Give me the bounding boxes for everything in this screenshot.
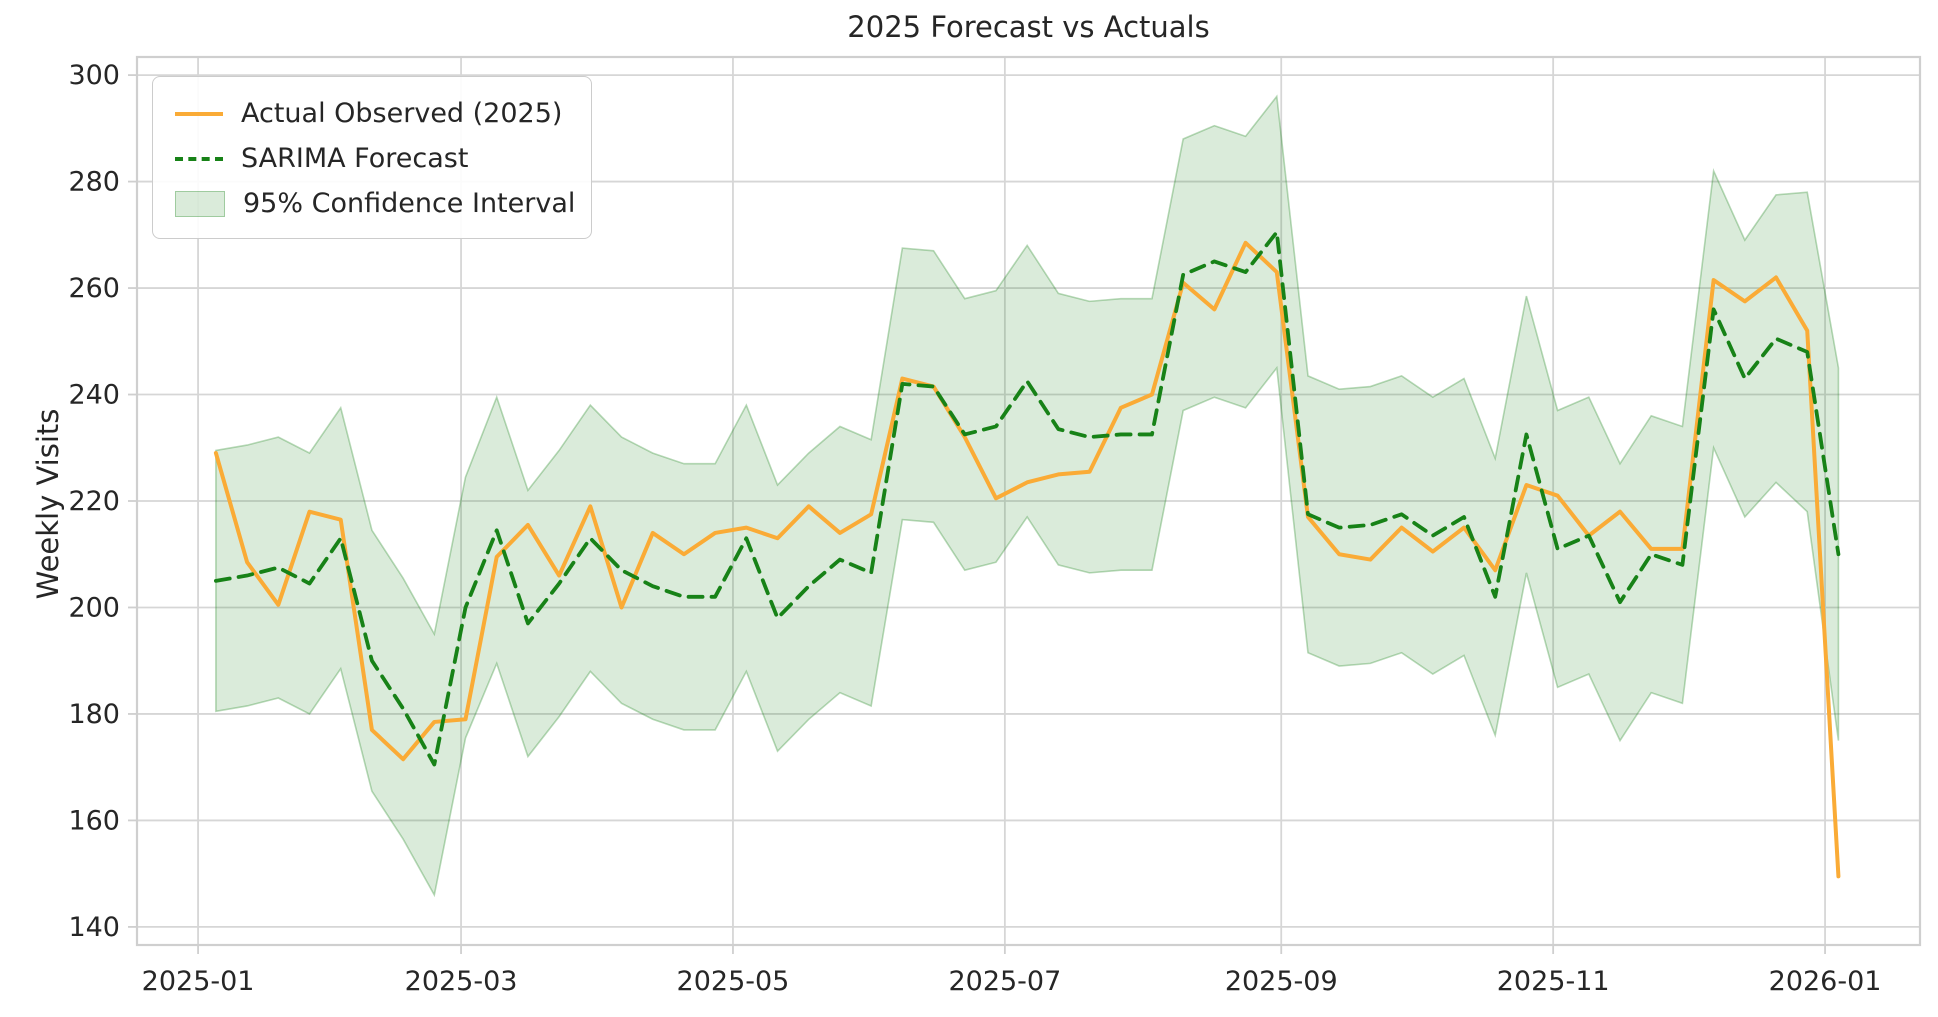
chart-title: 2025 Forecast vs Actuals xyxy=(847,10,1210,44)
actual-line-swatch xyxy=(175,111,223,116)
y-tick-label: 200 xyxy=(68,592,120,623)
plot-border xyxy=(135,55,1922,947)
chart-legend: Actual Observed (2025) SARIMA Forecast 9… xyxy=(152,76,592,239)
forecast-line-swatch xyxy=(175,156,223,161)
y-tick-label: 140 xyxy=(68,912,120,943)
y-tick-label: 300 xyxy=(68,60,120,91)
actual-line xyxy=(213,240,1841,879)
y-tick-label: 160 xyxy=(68,805,120,836)
x-tick-label: 2025-09 xyxy=(1225,966,1338,997)
confidence-band-swatch xyxy=(175,190,225,217)
legend-label-actual: Actual Observed (2025) xyxy=(241,98,563,129)
y-tick-label: 180 xyxy=(68,699,120,730)
x-tick-label: 2025-07 xyxy=(948,966,1061,997)
x-tick-label: 2025-11 xyxy=(1497,966,1610,997)
legend-item-forecast: SARIMA Forecast xyxy=(153,136,591,181)
x-tick-label: 2025-03 xyxy=(405,966,518,997)
forecast-line xyxy=(213,230,1841,767)
legend-item-actual: Actual Observed (2025) xyxy=(153,91,591,136)
x-tick-label: 2026-01 xyxy=(1769,966,1882,997)
x-tick-label: 2025-01 xyxy=(142,966,255,997)
legend-label-forecast: SARIMA Forecast xyxy=(241,143,469,174)
legend-item-confidence-interval: 95% Confidence Interval xyxy=(153,181,591,226)
legend-label-confidence-interval: 95% Confidence Interval xyxy=(243,188,576,219)
y-axis-label: Weekly Visits xyxy=(31,408,65,600)
confidence-band xyxy=(215,94,1840,898)
y-tick-label: 280 xyxy=(68,167,120,198)
y-tick-label: 240 xyxy=(68,380,120,411)
x-tick-label: 2025-05 xyxy=(677,966,790,997)
y-tick-label: 220 xyxy=(68,486,120,517)
y-tick-label: 260 xyxy=(68,273,120,304)
